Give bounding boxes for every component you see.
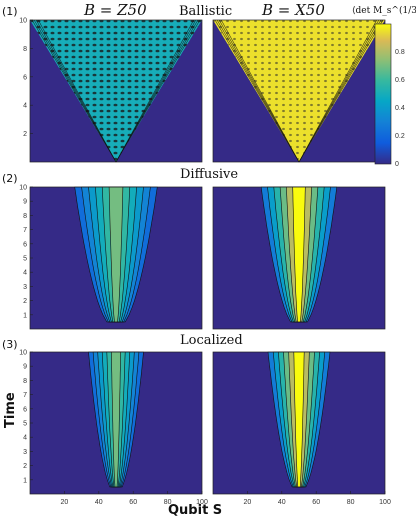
y-tick-label: 6 (23, 241, 27, 248)
y-tick-label: 9 (23, 199, 27, 206)
y-tick-label: 2 (23, 463, 27, 470)
section-title-localized: Localized (180, 333, 243, 348)
row-label-2: (2) (2, 172, 18, 185)
y-tick-label: 10 (19, 185, 27, 192)
colorbar-tick: 0.6 (395, 77, 405, 84)
colorbar-tick: 0.8 (395, 49, 405, 56)
y-tick-label: 10 (19, 18, 27, 25)
y-tick-label: 4 (23, 270, 27, 277)
contour-line (220, 19, 378, 163)
y-tick-label: 6 (23, 74, 27, 81)
y-tick-label: 2 (23, 298, 27, 305)
y-tick-label: 3 (23, 284, 27, 291)
x-tick-label: 100 (379, 499, 391, 506)
colorbar: 0 0.2 0.4 0.6 0.8 (374, 23, 405, 168)
y-tick-label: 4 (23, 103, 27, 110)
row-label-3: (3) (2, 338, 18, 351)
contour-line (37, 19, 195, 163)
x-tick-label: 20 (61, 499, 69, 506)
x-tick-label: 100 (196, 499, 208, 506)
row-label-1: (1) (2, 5, 18, 18)
y-tick-label: 3 (23, 449, 27, 456)
x-tick-label: 60 (312, 499, 320, 506)
colorbar-gradient (374, 23, 392, 165)
y-tick-label: 8 (23, 378, 27, 385)
col-title-x: B = X50 (261, 1, 325, 19)
x-tick-label: 60 (129, 499, 137, 506)
section-title-ballistic: Ballistic (179, 4, 232, 19)
y-tick-label: 1 (23, 312, 27, 319)
x-tick-label: 80 (347, 499, 355, 506)
cone-texture (30, 20, 202, 162)
y-tick-label: 7 (23, 392, 27, 399)
y-tick-label: 1 (23, 477, 27, 484)
section-title-diffusive: Diffusive (180, 167, 238, 182)
y-tick-label: 2 (23, 131, 27, 138)
y-tick-label: 7 (23, 227, 27, 234)
x-tick-label: 40 (278, 499, 286, 506)
y-tick-label: 4 (23, 435, 27, 442)
y-tick-label: 8 (23, 213, 27, 220)
col-title-z: B = Z50 (83, 1, 147, 19)
colorbar-label: ⟨det M_s^(1/3)⟩_GM^(1/2) (352, 5, 416, 16)
panel-frame (212, 186, 386, 330)
y-tick-label: 8 (23, 46, 27, 53)
cone-texture (213, 20, 385, 162)
x-tick-label: 80 (164, 499, 172, 506)
contour-line (35, 19, 197, 163)
y-tick-label: 10 (19, 350, 27, 357)
y-tick-label: 6 (23, 406, 27, 413)
colorbar-tick: 0.4 (395, 105, 405, 112)
contour-line (218, 19, 380, 163)
x-tick-label: 40 (95, 499, 103, 506)
colorbar-tick: 0.2 (395, 133, 405, 140)
y-tick-label: 5 (23, 421, 27, 428)
x-tick-label: 20 (244, 499, 252, 506)
panel-frame (29, 19, 203, 163)
x-axis-label: Qubit S (168, 503, 222, 518)
y-axis-label: Time (3, 392, 18, 428)
panel-frame (212, 351, 386, 495)
y-tick-label: 5 (23, 256, 27, 263)
colorbar-tick: 0 (395, 161, 399, 168)
y-tick-label: 9 (23, 364, 27, 371)
